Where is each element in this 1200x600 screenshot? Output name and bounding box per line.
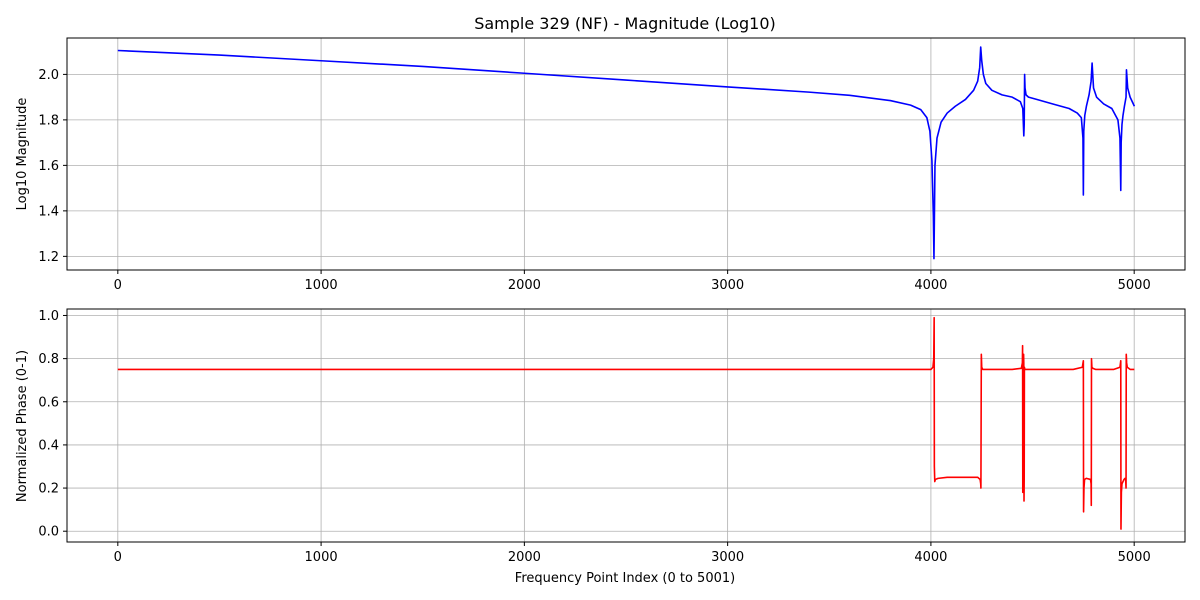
magnitude-ytick-label: 1.4 bbox=[38, 204, 59, 219]
phase-ytick-label: 1.0 bbox=[38, 309, 59, 324]
magnitude-title: Sample 329 (NF) - Magnitude (Log10) bbox=[474, 14, 776, 33]
magnitude-ytick-label: 1.2 bbox=[38, 250, 59, 265]
phase-ylabel: Normalized Phase (0-1) bbox=[15, 350, 30, 502]
phase-ytick-label: 0.0 bbox=[38, 525, 59, 540]
magnitude-xtick-label: 2000 bbox=[508, 278, 541, 293]
phase-ytick-label: 0.6 bbox=[38, 395, 59, 410]
phase-axes-frame bbox=[66, 308, 1186, 543]
phase-xtick-label: 1000 bbox=[305, 550, 338, 565]
phase-xtick-label: 0 bbox=[114, 550, 122, 565]
phase-ytick-label: 0.2 bbox=[38, 482, 59, 497]
magnitude-panel: Sample 329 (NF) - Magnitude (Log10) Log1… bbox=[15, 14, 1186, 293]
phase-xlabel: Frequency Point Index (0 to 5001) bbox=[515, 571, 735, 586]
magnitude-xtick-label: 5000 bbox=[1118, 278, 1151, 293]
magnitude-ytick-label: 2.0 bbox=[38, 68, 59, 83]
phase-grid bbox=[67, 309, 1185, 542]
magnitude-xtick-label: 0 bbox=[114, 278, 122, 293]
phase-ytick-label: 0.8 bbox=[38, 352, 59, 367]
magnitude-series-line bbox=[117, 46, 1136, 260]
magnitude-grid bbox=[67, 38, 1185, 270]
magnitude-xtick-label: 1000 bbox=[305, 278, 338, 293]
magnitude-xtick-label: 4000 bbox=[914, 278, 947, 293]
phase-series-line bbox=[117, 316, 1135, 530]
magnitude-axes-frame bbox=[66, 37, 1186, 271]
magnitude-ylabel: Log10 Magnitude bbox=[15, 98, 30, 211]
phase-panel: Normalized Phase (0-1) Frequency Point I… bbox=[15, 308, 1186, 586]
phase-xtick-label: 3000 bbox=[711, 550, 744, 565]
phase-xtick-label: 5000 bbox=[1118, 550, 1151, 565]
phase-xtick-label: 2000 bbox=[508, 550, 541, 565]
phase-xtick-label: 4000 bbox=[914, 550, 947, 565]
phase-ytick-label: 0.4 bbox=[38, 438, 59, 453]
magnitude-ytick-label: 1.8 bbox=[38, 113, 59, 128]
magnitude-ytick-label: 1.6 bbox=[38, 159, 59, 174]
magnitude-xtick-label: 3000 bbox=[711, 278, 744, 293]
